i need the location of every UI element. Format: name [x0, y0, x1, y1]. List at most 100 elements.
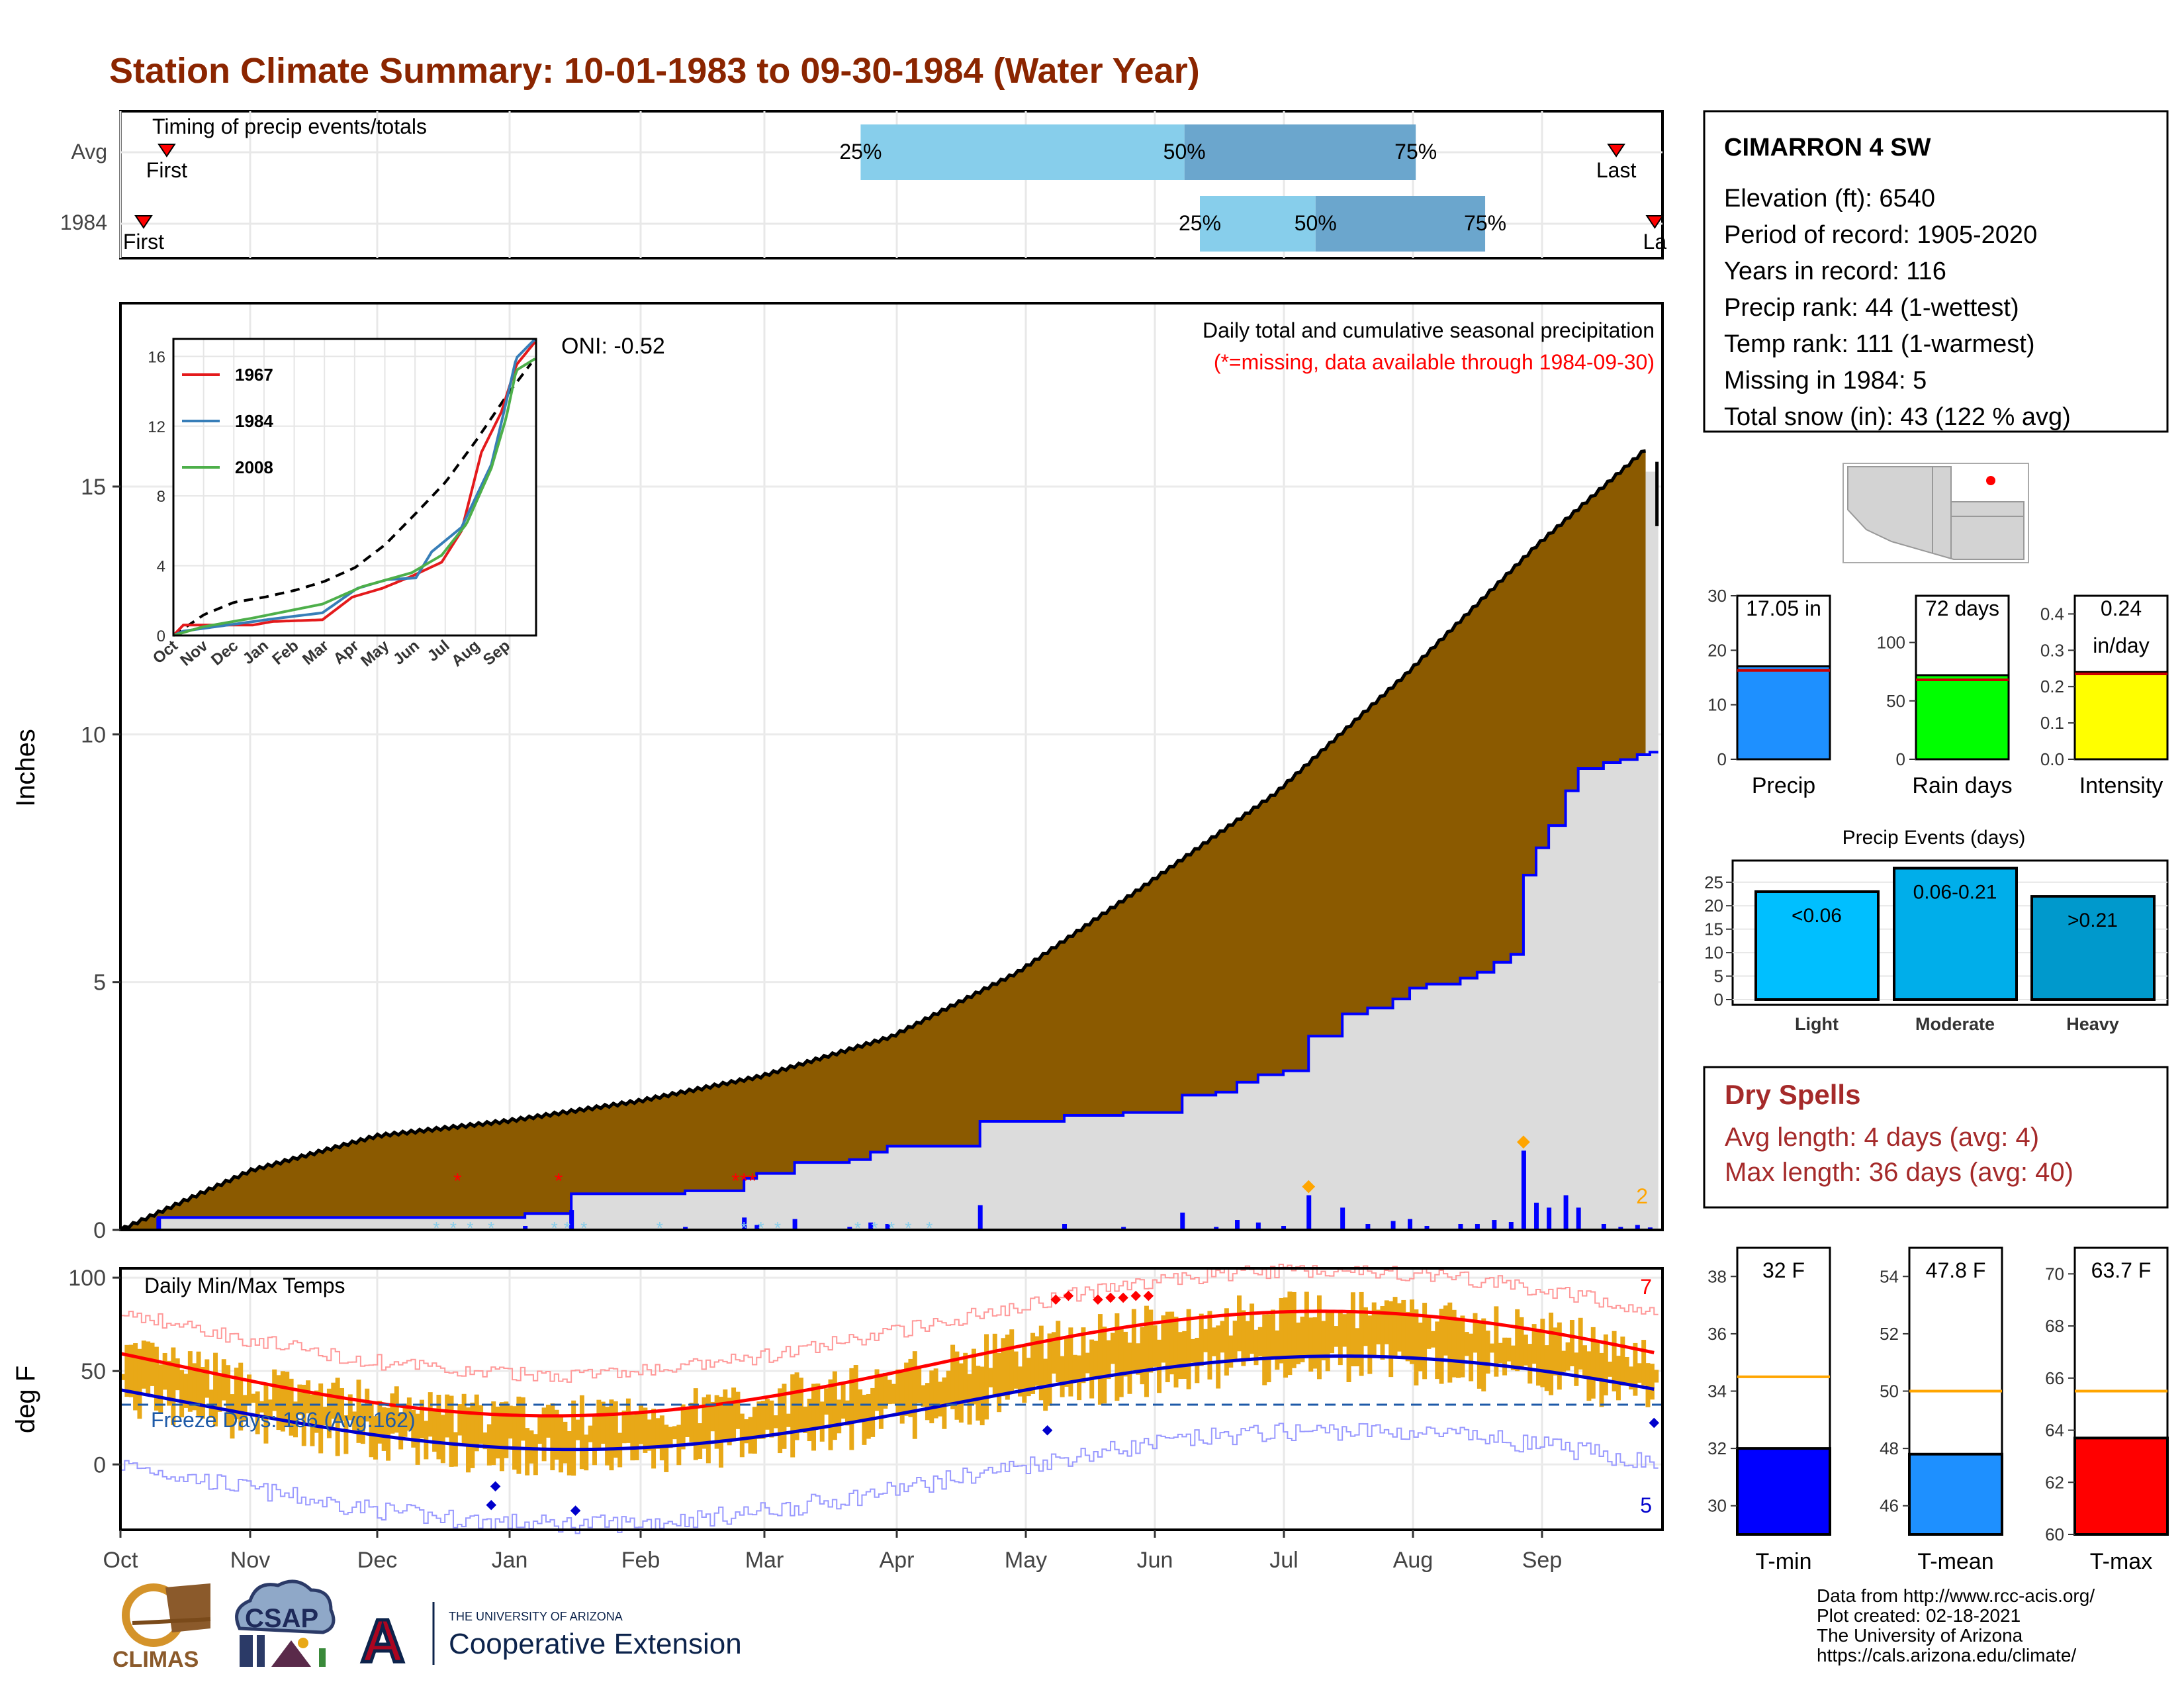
- daily-temp-bar: [1414, 1309, 1419, 1385]
- daily-temp-bar: [381, 1407, 387, 1451]
- month-label: Jun: [1137, 1548, 1173, 1573]
- daily-temp-bar: [1515, 1309, 1520, 1372]
- daily-temp-bar: [1093, 1340, 1099, 1380]
- daily-temp-bar: [807, 1398, 812, 1442]
- daily-temp-bar: [1165, 1311, 1170, 1383]
- daily-temp-bar: [958, 1363, 964, 1423]
- daily-temp-bar: [234, 1368, 239, 1420]
- daily-precip-bar: [885, 1224, 890, 1230]
- daily-temp-bar: [1140, 1327, 1145, 1385]
- daily-temp-bar: [1089, 1339, 1095, 1399]
- gauge-tick-label: 0.4: [2040, 604, 2064, 624]
- daily-temp-bar: [643, 1407, 648, 1453]
- events-tick-label: 5: [1714, 966, 1723, 986]
- temp-gauge-axis-label: T-min: [1756, 1549, 1812, 1574]
- oni-label: ONI: -0.52: [561, 334, 665, 359]
- daily-temp-bar: [752, 1407, 757, 1454]
- temp-gauge-value-label: 47.8 F: [1926, 1258, 1986, 1282]
- daily-temp-bar: [1553, 1327, 1558, 1376]
- gauge-axis-label: Precip: [1752, 773, 1815, 798]
- daily-temp-bar: [1017, 1366, 1023, 1397]
- daily-temp-bar: [1624, 1356, 1629, 1385]
- daily-temp-bar: [1131, 1309, 1136, 1371]
- event-bar-label: 0.06-0.21: [1913, 882, 1997, 904]
- station-location-marker: [1986, 476, 1995, 485]
- daily-temp-bar: [1253, 1329, 1259, 1366]
- daily-temp-bar: [1405, 1311, 1410, 1362]
- daily-precip-bar: [1424, 1226, 1430, 1230]
- daily-temp-bar: [887, 1380, 892, 1405]
- daily-temp-bar: [1603, 1334, 1608, 1395]
- precip-events-chart: Precip Events (days) 0 5 10 15 20 25 <0.06 Ligh…: [1704, 827, 2169, 1034]
- daily-temp-bar: [1077, 1355, 1082, 1401]
- daily-temp-bar: [1363, 1307, 1368, 1346]
- daily-temp-bar: [167, 1360, 171, 1406]
- daily-temp-bar: [1216, 1325, 1221, 1389]
- daily-temp-bar: [491, 1401, 496, 1466]
- record-low-line: [120, 1423, 1659, 1534]
- daily-temp-bar: [120, 1374, 125, 1380]
- daily-precip-bar: [868, 1222, 874, 1230]
- daily-precip-bar: [1281, 1226, 1287, 1230]
- daily-temp-bar: [883, 1372, 888, 1409]
- daily-precip-bar: [683, 1227, 688, 1230]
- daily-temp-bar: [301, 1384, 306, 1446]
- daily-precip-bar: [1306, 1195, 1312, 1230]
- precip-count: 2: [1636, 1184, 1648, 1208]
- gauge-tick-label: 10: [1707, 695, 1727, 715]
- q25-label: 25%: [1179, 211, 1221, 235]
- daily-temp-bar: [1447, 1302, 1453, 1383]
- daily-temp-bar: [1595, 1341, 1600, 1381]
- daily-temp-bar: [520, 1397, 525, 1441]
- missing-marker: *: [555, 1169, 563, 1193]
- daily-temp-bar: [1111, 1333, 1116, 1364]
- daily-temp-bar: [908, 1358, 913, 1417]
- daily-temp-bar: [1300, 1316, 1305, 1362]
- daily-temp-bar: [545, 1405, 551, 1438]
- daily-temp-bar: [954, 1351, 960, 1420]
- record-low-marker: [570, 1505, 581, 1516]
- daily-temp-bar: [1136, 1343, 1141, 1375]
- gauge-value-label: 0.24: [2101, 596, 2142, 620]
- daily-temp-bar: [899, 1372, 905, 1424]
- temp-gauge-tick-label: 32: [1707, 1438, 1727, 1458]
- daily-temp-bar: [769, 1400, 774, 1438]
- daily-temp-bar: [925, 1383, 930, 1421]
- daily-temp-bar: [1034, 1336, 1040, 1386]
- daily-temp-bar: [718, 1397, 723, 1468]
- temp-gauge-axis-label: T-mean: [1917, 1549, 1993, 1574]
- daily-temp-bar: [1527, 1344, 1533, 1384]
- daily-temp-bar: [386, 1407, 391, 1461]
- daily-temp-bar: [929, 1370, 934, 1424]
- daily-precip-bar: [1180, 1212, 1185, 1230]
- daily-temp-bar: [710, 1401, 715, 1432]
- daily-temp-bar: [1064, 1336, 1069, 1387]
- inset-frame: [172, 338, 537, 637]
- daily-precip-bar: [792, 1219, 797, 1230]
- daily-temp-bar: [1586, 1351, 1592, 1401]
- daily-temp-bar: [293, 1401, 298, 1438]
- record-high-marker: [1143, 1290, 1154, 1301]
- daily-temp-bar: [1157, 1339, 1162, 1393]
- cumulative-area: [120, 755, 1650, 1230]
- daily-temp-bar: [819, 1401, 825, 1442]
- daily-temp-bar: [322, 1407, 328, 1426]
- daily-temp-bar: [773, 1415, 778, 1429]
- temp-gauge-bar: [2073, 1436, 2169, 1536]
- daily-temp-bar: [1469, 1333, 1474, 1382]
- events-tick-label: 15: [1704, 919, 1723, 939]
- daily-temp-bar: [1296, 1322, 1301, 1364]
- daily-temp-bar: [1081, 1327, 1086, 1383]
- daily-precip-bar: [1601, 1224, 1606, 1230]
- y-tick-label: 50: [81, 1359, 106, 1384]
- credit-line: The University of Arizona: [1817, 1625, 2023, 1646]
- daily-temp-bar: [453, 1432, 458, 1467]
- daily-temp-bar: [289, 1378, 294, 1436]
- q75-label: 75%: [1394, 140, 1437, 164]
- record-high-marker: [1118, 1292, 1128, 1303]
- month-label: Apr: [880, 1548, 915, 1573]
- daily-temp-bar: [504, 1401, 509, 1458]
- daily-precip-bar: [754, 1225, 760, 1230]
- daily-temp-bar: [390, 1393, 395, 1434]
